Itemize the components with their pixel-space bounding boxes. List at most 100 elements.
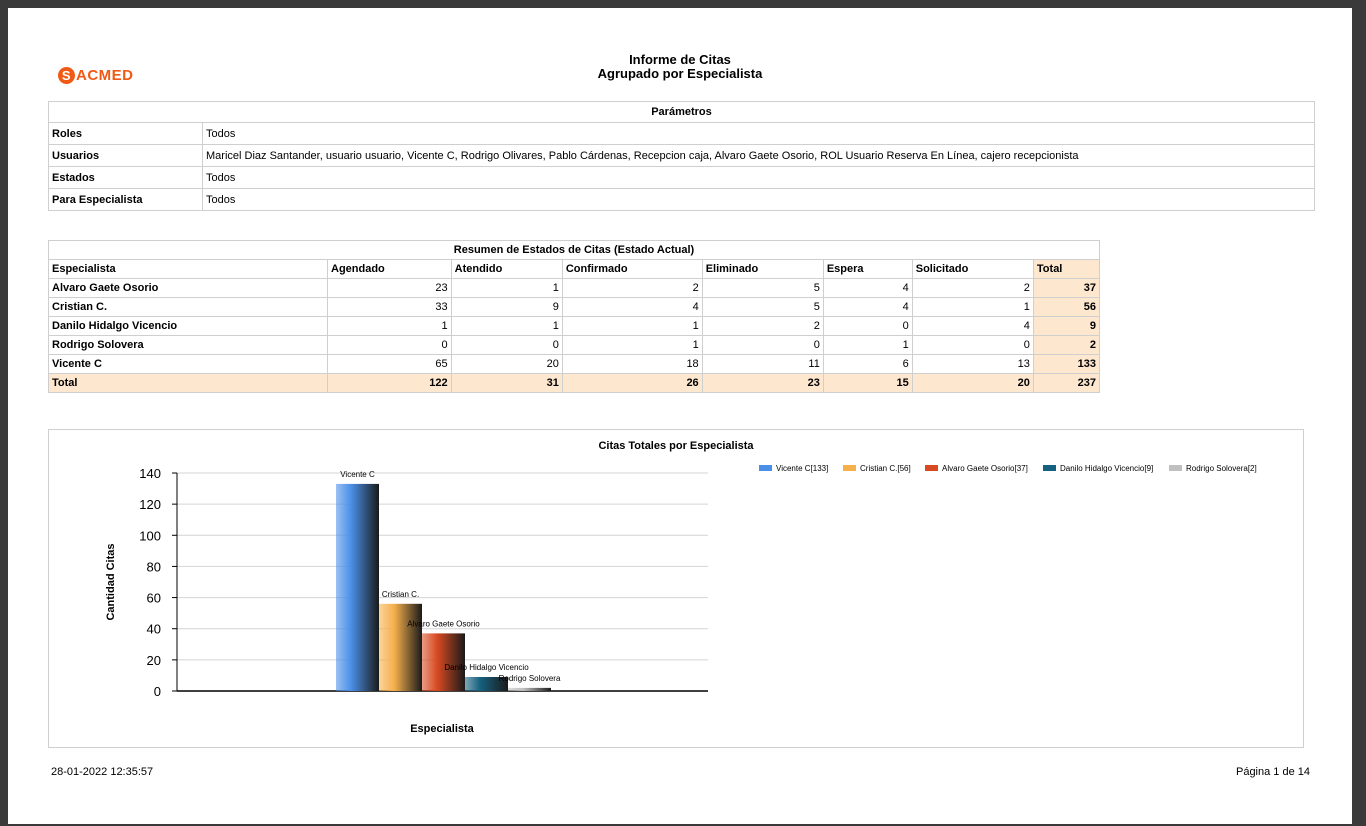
chart-title: Citas Totales por Especialista: [598, 440, 754, 452]
param-value: Todos: [202, 166, 1315, 189]
chart-panel: Citas Totales por Especialista 0 20 40 60 80 1…: [48, 429, 1304, 748]
specialist-name: Vicente C: [48, 354, 328, 374]
param-row: Para Especialista Todos: [48, 188, 1315, 211]
count-cell: 2: [561, 278, 703, 298]
y-tick-label: 100: [139, 528, 161, 543]
count-cell: 1: [822, 335, 913, 355]
legend-swatch: [925, 465, 938, 471]
parameters-header: Parámetros: [48, 101, 1315, 123]
report-title: Informe de Citas: [629, 52, 731, 67]
param-value: Todos: [202, 122, 1315, 145]
report-title-block: Informe de Citas Agrupado por Especialis…: [8, 53, 1352, 81]
y-tick-label: 40: [147, 622, 161, 637]
count-cell: 20: [911, 373, 1034, 393]
column-header: Especialista: [48, 259, 328, 279]
param-row: Estados Todos: [48, 166, 1315, 189]
count-cell: 1: [450, 278, 563, 298]
count-cell: 0: [701, 335, 824, 355]
specialist-name: Alvaro Gaete Osorio: [48, 278, 328, 298]
report-page: S ACMED Informe de Citas Agrupado por Es…: [8, 8, 1352, 824]
y-tick-label: 80: [147, 559, 161, 574]
count-cell: 4: [561, 297, 703, 317]
legend-swatch: [759, 465, 772, 471]
count-cell: 23: [701, 373, 824, 393]
total-cell: 237: [1032, 373, 1101, 393]
count-cell: 13: [911, 354, 1034, 374]
param-row: Usuarios Maricel Diaz Santander, usuario…: [48, 144, 1315, 167]
count-cell: 4: [822, 297, 913, 317]
bar: [508, 687, 551, 691]
param-value: Maricel Diaz Santander, usuario usuario,…: [202, 144, 1315, 167]
param-row: Roles Todos: [48, 122, 1315, 145]
bar-label: Danilo Hidalgo Vicencio: [444, 663, 529, 672]
param-key: Roles: [48, 122, 203, 145]
table-row: Rodrigo Solovera 0 0 1 0 1 0 2: [48, 335, 1101, 355]
param-key: Estados: [48, 166, 203, 189]
sacmed-logo: S ACMED: [58, 67, 134, 84]
report-subtitle: Agrupado por Especialista: [597, 66, 763, 81]
count-cell: 18: [561, 354, 703, 374]
count-cell: 0: [822, 316, 913, 336]
total-cell: 37: [1032, 278, 1101, 298]
count-cell: 1: [327, 316, 452, 336]
count-cell: 4: [822, 278, 913, 298]
summary-header: Resumen de Estados de Citas (Estado Actu…: [48, 240, 1100, 260]
y-tick-label: 140: [139, 466, 161, 481]
total-row: Total 122 31 26 23 15 20 237: [48, 373, 1101, 393]
logo-text: ACMED: [76, 67, 134, 84]
count-cell: 1: [450, 316, 563, 336]
specialist-name: Rodrigo Solovera: [48, 335, 328, 355]
count-cell: 33: [327, 297, 452, 317]
bar: [422, 633, 465, 691]
count-cell: 5: [701, 278, 824, 298]
bar-label: Cristian C.: [382, 590, 419, 599]
count-cell: 0: [327, 335, 452, 355]
count-cell: 1: [561, 335, 703, 355]
bar: [379, 603, 422, 691]
count-cell: 31: [450, 373, 563, 393]
count-cell: 26: [561, 373, 703, 393]
column-header: Agendado: [327, 259, 452, 279]
total-cell: 133: [1032, 354, 1101, 374]
specialist-name: Danilo Hidalgo Vicencio: [48, 316, 328, 336]
param-key: Para Especialista: [48, 188, 203, 211]
bar-label: Alvaro Gaete Osorio: [407, 619, 480, 628]
table-row: Danilo Hidalgo Vicencio 1 1 1 2 0 4 9: [48, 316, 1101, 336]
legend-swatch: [843, 465, 856, 471]
print-date: 28-01-2022 12:35:57: [51, 766, 154, 778]
count-cell: 20: [450, 354, 563, 374]
count-cell: 122: [327, 373, 452, 393]
total-cell: 2: [1032, 335, 1101, 355]
logo-initial: S: [58, 67, 75, 84]
count-cell: 23: [327, 278, 452, 298]
param-key: Usuarios: [48, 144, 203, 167]
count-cell: 0: [911, 335, 1034, 355]
legend-item: Danilo Hidalgo Vicencio[9]: [1060, 464, 1153, 473]
specialist-name: Cristian C.: [48, 297, 328, 317]
y-axis-label: Cantidad Citas: [105, 543, 117, 620]
parameters-table: Parámetros Roles Todos Usuarios Maricel …: [48, 101, 1315, 211]
count-cell: 1: [561, 316, 703, 336]
y-tick-label: 120: [139, 497, 161, 512]
param-value: Todos: [202, 188, 1315, 211]
legend-item: Rodrigo Solovera[2]: [1186, 464, 1257, 473]
legend-swatch: [1169, 465, 1182, 471]
column-header: Solicitado: [911, 259, 1034, 279]
summary-table: Resumen de Estados de Citas (Estado Actu…: [48, 240, 1101, 393]
page-number: Página 1 de 14: [1235, 766, 1310, 778]
count-cell: 4: [911, 316, 1034, 336]
count-cell: 2: [911, 278, 1034, 298]
count-cell: 2: [701, 316, 824, 336]
total-cell: 9: [1032, 316, 1101, 336]
table-row: Vicente C 65 20 18 11 6 13 133: [48, 354, 1101, 374]
column-header: Espera: [822, 259, 913, 279]
table-row: Cristian C. 33 9 4 5 4 1 56: [48, 297, 1101, 317]
table-row: Alvaro Gaete Osorio 23 1 2 5 4 2 37: [48, 278, 1101, 298]
count-cell: 65: [327, 354, 452, 374]
count-cell: 1: [911, 297, 1034, 317]
legend-swatch: [1043, 465, 1056, 471]
y-tick-label: 20: [147, 653, 161, 668]
y-tick-label: 0: [154, 684, 161, 699]
column-header: Eliminado: [701, 259, 824, 279]
column-header: Total: [1032, 259, 1101, 279]
